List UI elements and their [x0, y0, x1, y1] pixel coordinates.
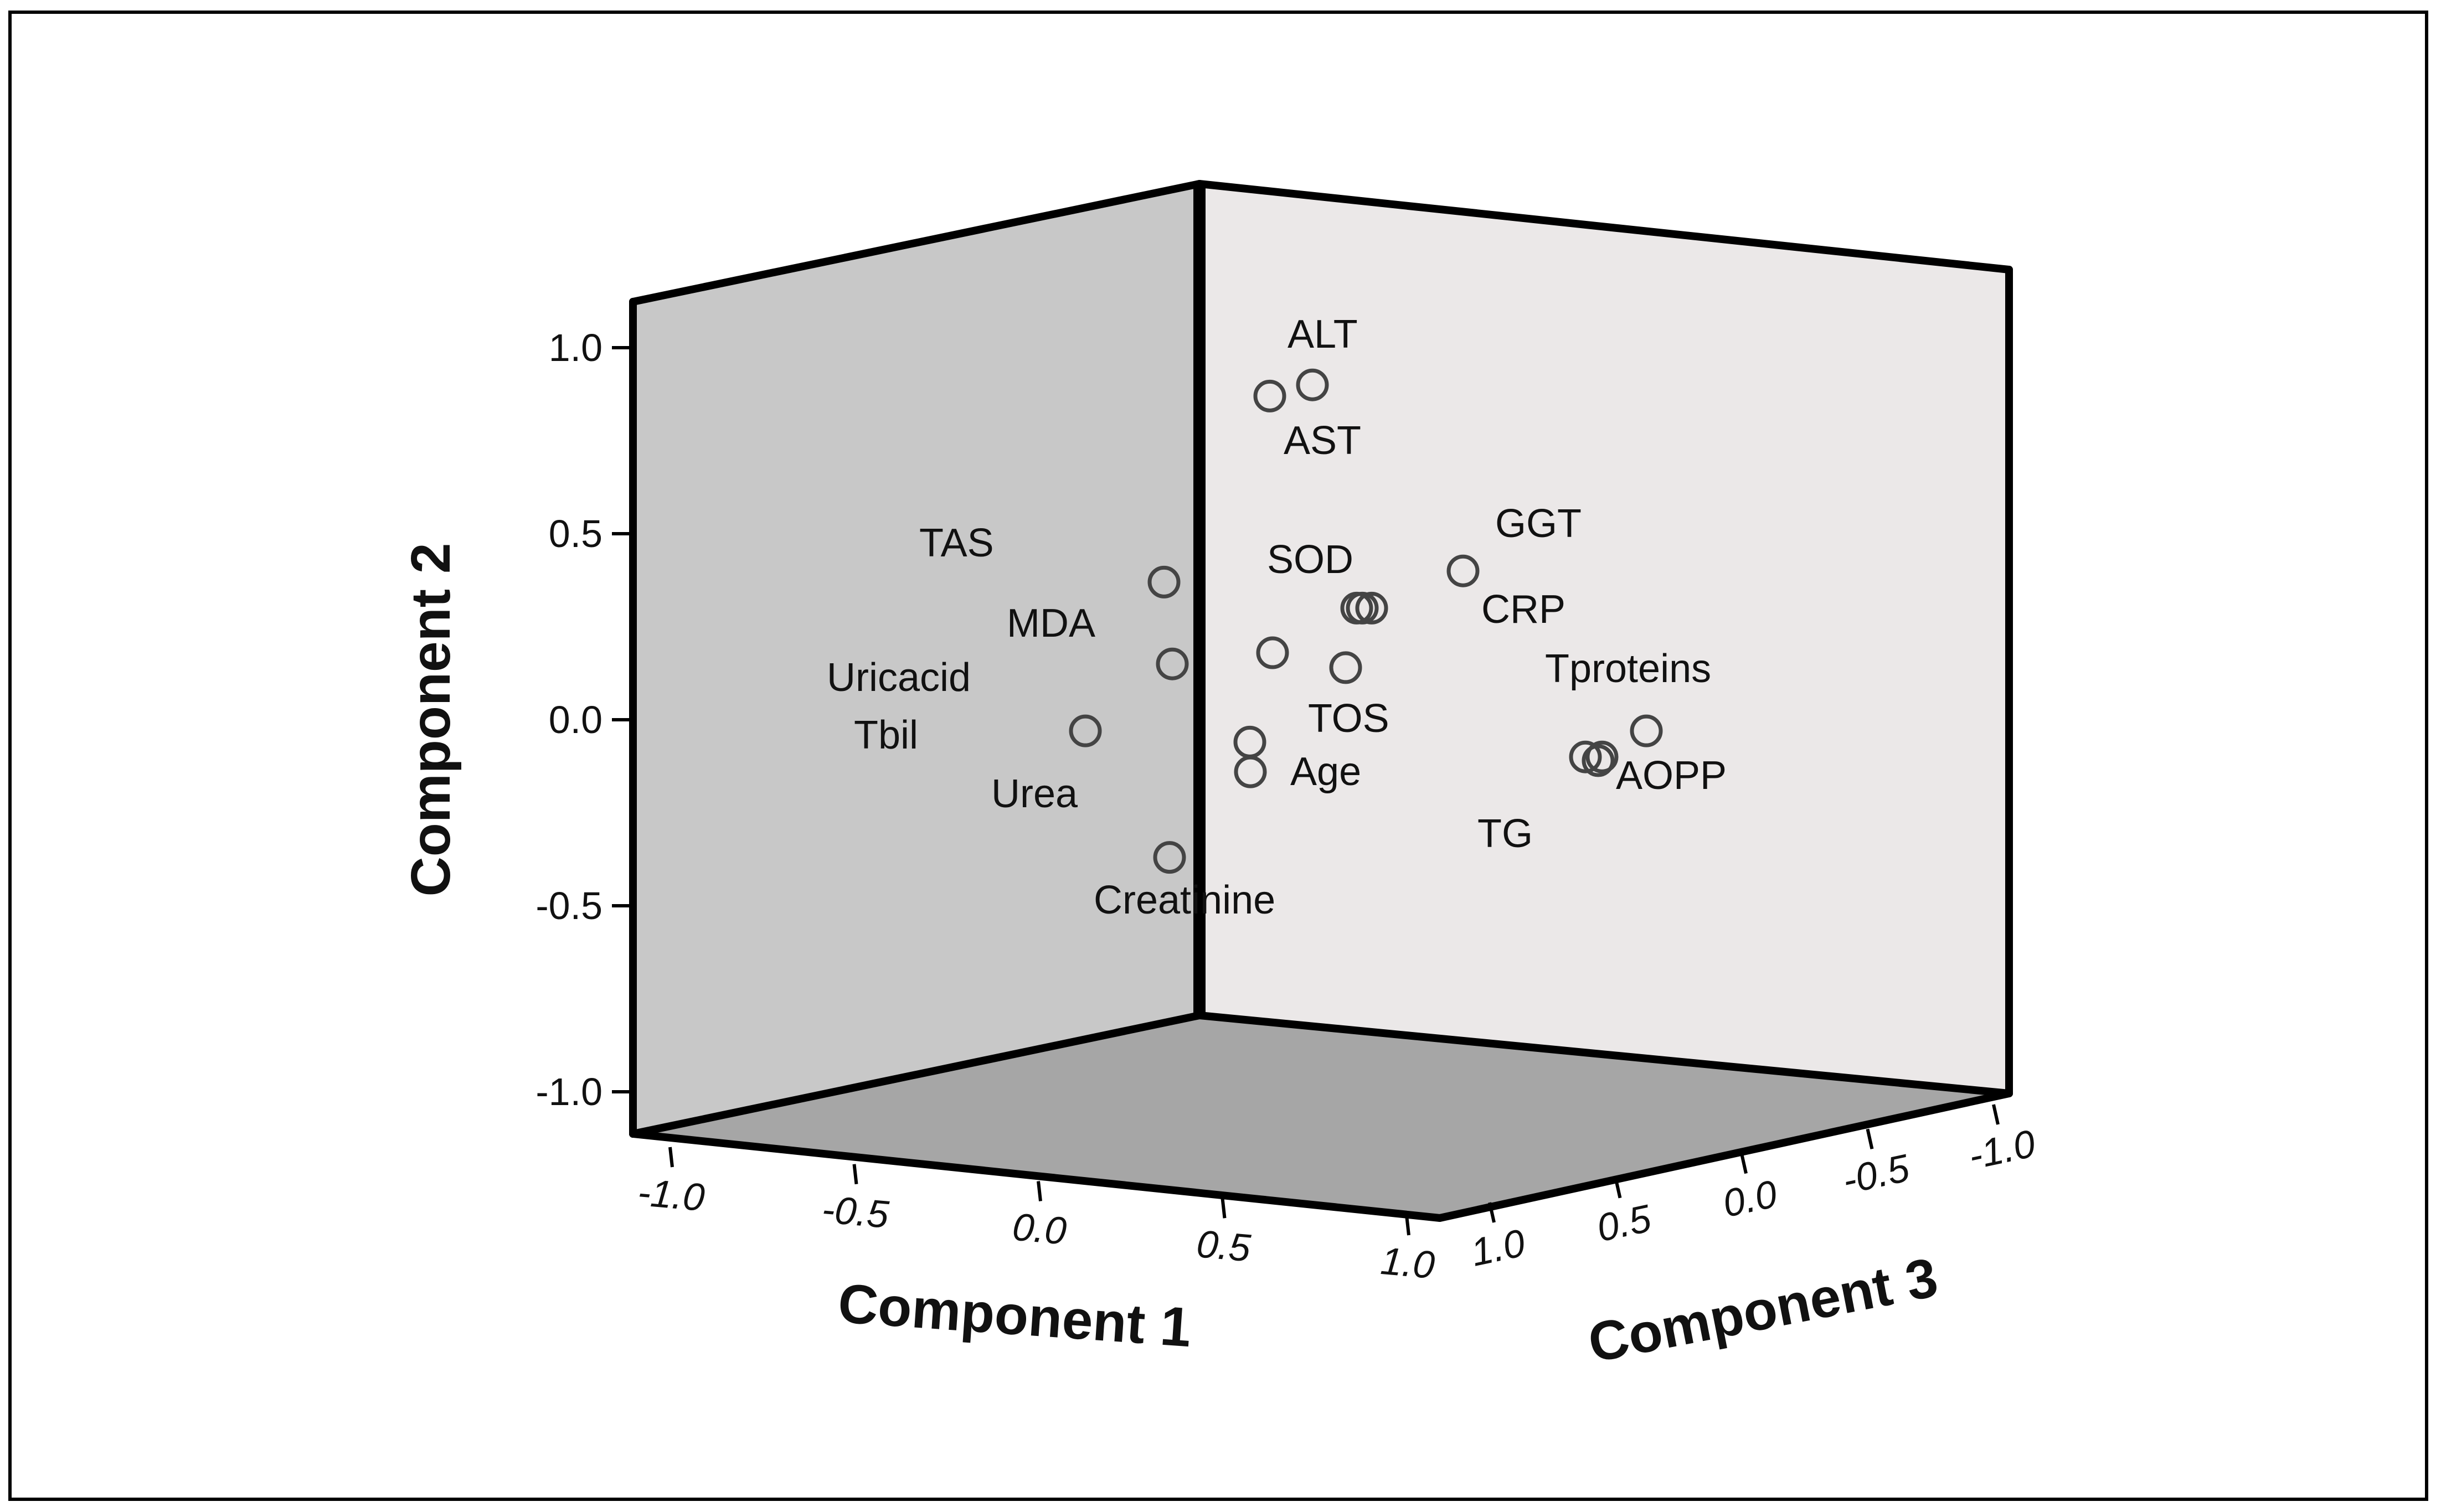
point-ast [1253, 379, 1286, 412]
point-label-creatinine: Creatinine [1094, 878, 1275, 922]
x-tick-label: 0.0 [1011, 1205, 1068, 1252]
z-tick-mark [1740, 1153, 1748, 1174]
point-label-tos: TOS [1308, 696, 1389, 741]
point-duplicate [1585, 740, 1619, 773]
point-label-ggt: GGT [1495, 502, 1582, 546]
point-label-uricacid: Uricacid [827, 656, 971, 700]
box-edge [629, 180, 1203, 306]
box-edge [629, 1130, 1444, 1222]
x-tick-mark [668, 1147, 674, 1168]
left-wall [633, 184, 1199, 1134]
z-tick-mark [1488, 1202, 1496, 1223]
point-urea [1234, 755, 1267, 788]
y-axis: -1.0 -0.5 0.0 0.5 1.0 [535, 326, 633, 1113]
z-tick-mark [1866, 1128, 1874, 1149]
point-uricacid [1256, 636, 1289, 669]
point-label-tg: TG [1477, 812, 1533, 856]
point-label-urea: Urea [991, 772, 1078, 816]
x-tick-label: -0.5 [820, 1188, 891, 1236]
point-label-tbil: Tbil [854, 713, 918, 757]
point-label-mda: MDA [1007, 601, 1095, 646]
point-label-aopp: AOPP [1616, 754, 1727, 798]
point-label-alt: ALT [1288, 312, 1358, 357]
data-points [1069, 368, 1663, 874]
box-edge [1196, 180, 2013, 273]
right-wall [1199, 184, 2009, 1093]
point-label-ast: AST [1284, 419, 1361, 463]
y-axis-title: Component 2 [400, 543, 462, 897]
x-tick-label: 0.5 [1195, 1222, 1253, 1270]
point-label-sod: SOD [1267, 538, 1353, 582]
x-tick-mark [1220, 1198, 1227, 1219]
x-axis: -1.0 -0.5 0.0 0.5 1.0 [636, 1147, 1436, 1287]
x-tick-label: -1.0 [636, 1170, 707, 1219]
point-mda [1156, 647, 1189, 680]
point-labels: ALT AST GGT SOD CRP TAS MDA Uricacid TOS Tprotein… [827, 312, 1727, 922]
box-edge [1196, 1012, 2013, 1097]
x-tick-mark [1037, 1181, 1042, 1201]
point-tg [1582, 744, 1615, 777]
y-tick-label: 0.5 [549, 512, 602, 555]
point-label-tas: TAS [919, 521, 994, 565]
point-tproteins [1630, 714, 1663, 747]
point-crp [1355, 591, 1388, 625]
z-tick-mark [1614, 1178, 1622, 1199]
point-tos [1329, 651, 1362, 684]
point-aopp [1569, 740, 1602, 773]
z-tick-mark [1992, 1104, 2000, 1125]
point-ggt [1446, 554, 1480, 587]
point-tbil [1069, 714, 1102, 747]
point-label-crp: CRP [1481, 587, 1565, 632]
y-tick-label: 1.0 [549, 326, 602, 369]
point-tas [1147, 565, 1181, 598]
x-tick-mark [852, 1164, 858, 1185]
point-duplicate [1346, 591, 1379, 625]
box-edge [1436, 1090, 2013, 1222]
point-creatinine [1153, 841, 1186, 874]
point-label-age: Age [1290, 750, 1361, 794]
y-tick-label: -0.5 [535, 884, 602, 927]
y-tick-label: -1.0 [535, 1070, 602, 1113]
point-alt [1296, 368, 1329, 401]
y-tick-label: 0.0 [549, 698, 602, 741]
point-label-tproteins: Tproteins [1545, 647, 1711, 691]
plot-box [629, 180, 2013, 1222]
x-tick-label: 1.0 [1379, 1239, 1436, 1287]
x-tick-mark [1405, 1215, 1410, 1236]
box-edge [629, 1012, 1203, 1138]
